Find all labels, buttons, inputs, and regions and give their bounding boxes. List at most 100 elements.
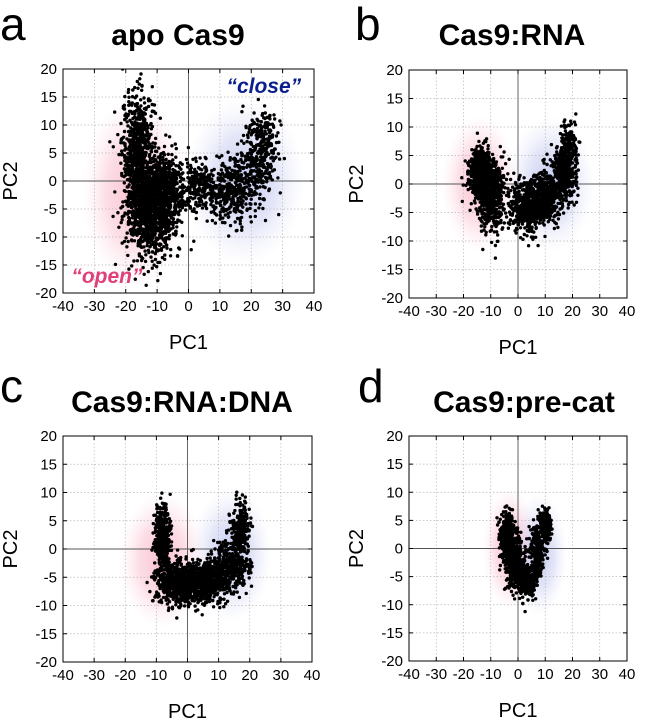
data-point <box>158 116 162 120</box>
data-point <box>165 166 169 170</box>
data-point <box>136 130 140 134</box>
data-point <box>128 195 133 200</box>
data-point <box>142 245 146 249</box>
data-point <box>139 104 143 108</box>
data-point <box>273 117 277 121</box>
data-point <box>146 126 150 130</box>
data-point <box>149 114 153 118</box>
data-point <box>254 155 259 159</box>
data-point <box>469 173 473 177</box>
y-tick-label: 0 <box>49 173 57 190</box>
data-point <box>191 157 195 161</box>
data-point <box>143 249 147 253</box>
data-point <box>238 219 242 223</box>
data-point <box>512 209 516 213</box>
data-point <box>148 196 152 200</box>
data-point <box>150 259 154 263</box>
data-point <box>171 191 175 195</box>
data-point <box>235 216 240 221</box>
data-point <box>164 215 168 219</box>
data-point <box>192 207 196 211</box>
data-point <box>162 168 166 172</box>
data-point <box>243 154 247 158</box>
data-point <box>173 191 178 195</box>
data-point <box>235 176 240 180</box>
data-point <box>173 220 177 225</box>
data-point <box>143 171 147 175</box>
data-point <box>201 194 205 198</box>
data-point <box>490 192 494 196</box>
data-point <box>494 167 498 172</box>
data-point <box>482 180 486 185</box>
data-point <box>262 116 266 120</box>
data-point <box>244 158 248 163</box>
data-point <box>141 127 146 132</box>
data-point <box>227 234 231 238</box>
data-point <box>247 127 252 131</box>
data-point <box>239 215 244 220</box>
data-point <box>145 243 149 248</box>
data-point <box>238 165 242 169</box>
data-point <box>158 271 163 276</box>
data-point <box>131 142 135 147</box>
data-point <box>158 207 162 212</box>
data-point <box>139 98 143 102</box>
data-point <box>218 210 222 214</box>
data-point <box>475 161 480 165</box>
data-point <box>502 221 506 225</box>
data-point <box>166 152 170 156</box>
data-point <box>138 167 143 171</box>
data-point <box>158 260 162 265</box>
data-point <box>122 214 126 218</box>
annotation-close: “close” <box>226 75 301 98</box>
data-point <box>127 147 132 152</box>
data-point <box>180 162 184 166</box>
data-point <box>226 176 230 180</box>
data-point <box>503 186 507 190</box>
plot-area-b: -40 -30 -20 -10 0 10 20 30 4020151050-5-10-15-20… <box>346 62 635 359</box>
data-point <box>135 166 139 170</box>
data-point <box>525 234 529 238</box>
data-point <box>142 101 147 105</box>
data-point <box>231 172 235 177</box>
data-point <box>513 180 518 185</box>
data-point <box>265 161 270 166</box>
data-point <box>277 157 282 161</box>
data-point <box>257 174 261 178</box>
data-point <box>501 202 506 206</box>
data-point <box>498 144 502 149</box>
data-point <box>134 125 138 129</box>
data-point <box>143 198 147 203</box>
data-point <box>247 176 251 181</box>
data-point <box>181 177 186 181</box>
data-point <box>509 188 513 193</box>
data-point <box>156 168 160 172</box>
data-point <box>131 178 135 183</box>
data-point <box>142 190 147 195</box>
data-point <box>221 162 225 167</box>
data-point <box>507 157 511 161</box>
data-point <box>221 206 225 210</box>
y-tick-label: 10 <box>40 117 57 134</box>
data-point <box>123 113 127 118</box>
data-point <box>174 229 178 234</box>
data-point <box>155 160 159 164</box>
data-point <box>235 152 239 156</box>
data-point <box>134 206 138 211</box>
data-point <box>168 211 172 216</box>
data-point <box>170 178 174 182</box>
data-point <box>132 259 136 263</box>
data-point <box>240 228 244 232</box>
data-point <box>188 206 193 210</box>
data-point <box>203 175 207 179</box>
data-point <box>153 158 157 162</box>
data-point <box>238 182 242 187</box>
data-point <box>483 194 488 198</box>
data-point <box>156 165 161 169</box>
data-point <box>241 104 245 108</box>
data-point <box>526 244 531 248</box>
data-point <box>167 135 172 139</box>
data-point <box>146 99 151 103</box>
data-point <box>142 137 146 141</box>
data-point <box>252 127 256 132</box>
